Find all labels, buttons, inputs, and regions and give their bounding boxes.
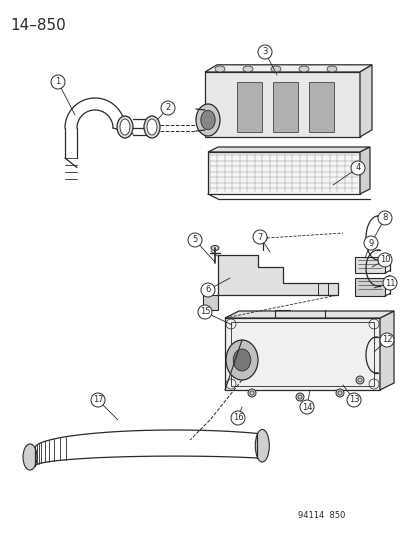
Circle shape [295,393,303,401]
Text: 1: 1 [55,77,60,86]
Ellipse shape [117,116,133,138]
Polygon shape [202,295,218,310]
Text: 4: 4 [354,164,360,173]
Bar [354,257,384,273]
Circle shape [51,75,65,89]
Bar [354,278,384,296]
Ellipse shape [233,349,250,371]
Circle shape [350,161,364,175]
Text: 16: 16 [232,414,243,423]
Ellipse shape [120,119,130,135]
Text: 5: 5 [192,236,197,245]
Ellipse shape [214,66,224,72]
Circle shape [379,333,393,347]
Ellipse shape [242,66,252,72]
Ellipse shape [144,116,159,138]
Circle shape [382,276,396,290]
Circle shape [91,393,105,407]
Text: 12: 12 [381,335,391,344]
Ellipse shape [298,66,308,72]
Polygon shape [379,311,393,390]
Circle shape [377,253,391,267]
Circle shape [247,389,255,397]
Text: 10: 10 [379,255,389,264]
Text: 8: 8 [381,214,387,222]
Ellipse shape [271,66,280,72]
Polygon shape [207,147,369,152]
Text: 3: 3 [262,47,267,56]
Ellipse shape [259,234,266,242]
Circle shape [230,411,244,425]
Text: 14: 14 [301,402,311,411]
Circle shape [257,45,271,59]
Circle shape [355,376,363,384]
Circle shape [335,389,343,397]
Ellipse shape [326,66,336,72]
Circle shape [252,230,266,244]
Text: 11: 11 [384,279,394,287]
Text: 15: 15 [199,308,210,317]
Bar [207,152,359,194]
Ellipse shape [147,119,157,135]
Ellipse shape [23,444,37,470]
Ellipse shape [211,246,218,251]
Bar [272,82,297,132]
Circle shape [161,101,175,115]
Polygon shape [359,147,369,194]
Text: 6: 6 [205,286,210,295]
Text: 14–850: 14–850 [10,18,66,33]
Circle shape [201,283,214,297]
Text: 7: 7 [257,232,262,241]
Bar [308,82,333,132]
Ellipse shape [255,430,268,462]
Circle shape [197,305,211,319]
Circle shape [188,233,202,247]
Ellipse shape [195,104,219,136]
Ellipse shape [225,340,257,380]
Polygon shape [204,72,359,137]
Bar [236,82,261,132]
Polygon shape [218,255,337,295]
Polygon shape [224,311,393,318]
Circle shape [299,400,313,414]
Circle shape [377,211,391,225]
Text: 17: 17 [93,395,103,405]
Bar [230,322,373,386]
Circle shape [363,236,377,250]
Text: 2: 2 [165,103,170,112]
Text: 9: 9 [368,238,373,247]
Polygon shape [204,65,371,72]
Polygon shape [359,65,371,137]
Bar [224,318,379,390]
Ellipse shape [200,110,215,130]
Circle shape [346,393,360,407]
Text: 94114  850: 94114 850 [297,511,344,520]
Text: 13: 13 [348,395,358,405]
